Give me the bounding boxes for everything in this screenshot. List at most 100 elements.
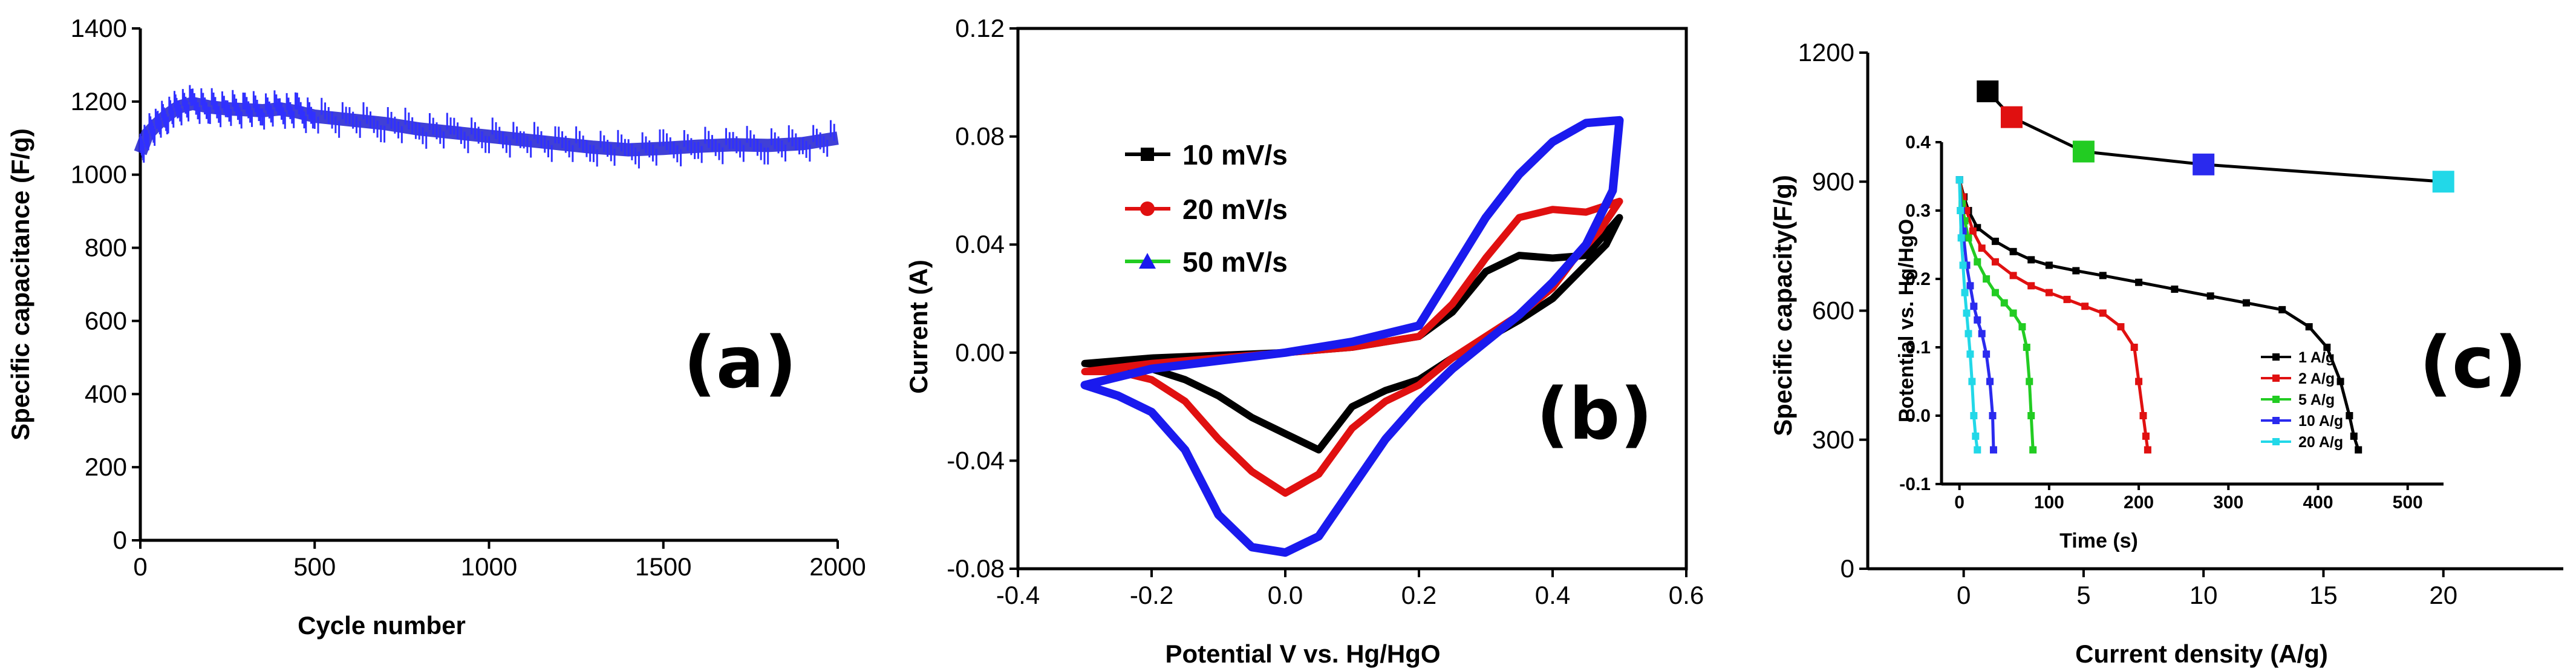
inset-point — [2144, 446, 2151, 454]
inset-point — [1969, 227, 1977, 235]
inset-series-0-line — [1958, 179, 2360, 451]
inset-legend-label: 20 A/g — [2298, 434, 2343, 451]
inset-point — [2000, 299, 2008, 307]
inset-point — [2323, 344, 2331, 351]
panel-a-chart: 0 500 1000 1500 2000 0 200 400 600 800 1000 1200 140… — [6, 14, 866, 640]
inset-legend-label: 1 A/g — [2298, 349, 2335, 366]
panel-b-ylabel: Current (A) — [904, 260, 933, 394]
inset-y-tick-label: 0.2 — [1905, 269, 1931, 289]
inset-point — [2072, 267, 2080, 275]
inset-legend-label: 5 A/g — [2298, 391, 2335, 408]
panel-c-x-tick-label: 20 — [2429, 581, 2457, 609]
panel-c-point — [1977, 80, 1999, 102]
inset-point — [1991, 289, 1999, 296]
inset-point — [2130, 344, 2138, 351]
panel-c-x-tick-label: 10 — [2190, 581, 2218, 609]
panel-a-y-tick-label: 200 — [85, 453, 127, 481]
inset-point — [1978, 244, 1986, 252]
panel-a-noise — [139, 85, 835, 169]
panel-a-x-tick-label: 500 — [293, 552, 336, 581]
panel-b-x-tick-label: 0.0 — [1268, 581, 1303, 609]
inset-point — [1991, 237, 1999, 245]
inset-legend-label: 2 A/g — [2298, 370, 2335, 387]
inset-point — [1955, 176, 1963, 184]
panel-b-x-tick-label: 0.4 — [1535, 581, 1570, 609]
inset-point — [1983, 350, 1991, 358]
inset-point — [2135, 378, 2143, 385]
inset-legend-label: 10 A/g — [2298, 413, 2343, 430]
inset-point — [2355, 446, 2362, 454]
inset-y-tick-label: 0.3 — [1905, 201, 1931, 221]
panel-a-y-tick-label: 400 — [85, 379, 127, 408]
inset-x-tick-label: 300 — [2213, 493, 2243, 512]
legend-marker-50mv — [1139, 253, 1156, 269]
panel-c-inset: 0 100 200 300 400 500 -0.1 0.0 0.1 0.2 0.3 0.4 1 A/g… — [1899, 133, 2444, 512]
inset-point — [1989, 446, 1997, 454]
inset-point — [2242, 299, 2250, 307]
inset-legend-marker — [2272, 353, 2280, 361]
legend-label-10mv: 10 mV/s — [1182, 139, 1288, 171]
panel-b-y-tick-label: -0.04 — [947, 446, 1005, 474]
panel-c-point — [2193, 153, 2215, 175]
panel-a-y-tick-label: 1400 — [71, 14, 127, 42]
panel-c-point — [2072, 140, 2095, 163]
panel-b-x-tick-label: 0.2 — [1401, 581, 1436, 609]
inset-point — [1978, 330, 1986, 338]
inset-point — [1961, 289, 1969, 296]
inset-point — [2336, 378, 2344, 385]
panel-b-x-tick-label: 0.6 — [1669, 581, 1704, 609]
panel-c-label: (c) — [2419, 321, 2527, 404]
legend-label-50mv: 50 mV/s — [1182, 246, 1288, 278]
inset-y-tick-label: 0.4 — [1905, 133, 1931, 152]
inset-point — [2009, 247, 2017, 255]
inset-point — [1970, 412, 1978, 419]
inset-point — [1986, 378, 1994, 385]
panel-a-label: (a) — [683, 321, 797, 404]
inset-y-tick-label: -0.1 — [1899, 474, 1931, 494]
inset-point — [2139, 412, 2147, 419]
inset-point — [1970, 303, 1978, 310]
panel-a-xlabel: Cycle number — [298, 611, 466, 640]
panel-a-y-tick-label: 1000 — [71, 160, 127, 189]
inset-point — [2135, 278, 2143, 286]
panel-c-xlabel: Current density (A/g) — [2075, 640, 2328, 668]
panel-c-series-line — [1986, 90, 2444, 183]
inset-ylabel: Potential vs. Hg/HgO — [1895, 219, 1918, 422]
inset-point — [2045, 289, 2053, 296]
inset-point — [1989, 412, 1997, 419]
inset-point — [2009, 309, 2017, 317]
panel-b-label: (b) — [1536, 372, 1652, 456]
inset-point — [1974, 446, 1981, 454]
legend-marker-10mv — [1141, 148, 1154, 161]
inset-point — [2026, 378, 2033, 385]
panel-a-x-tick-label: 2000 — [809, 552, 866, 581]
panel-b-x-tick-label: -0.2 — [1130, 581, 1173, 609]
inset-x-tick-label: 500 — [2393, 493, 2423, 512]
inset-point — [1959, 261, 1967, 269]
inset-point — [2027, 282, 2035, 290]
inset-point — [2350, 432, 2358, 440]
panel-a-ylabel: Specific capacitance (F/g) — [6, 128, 34, 440]
panel-c-x-tick-label: 5 — [2076, 581, 2090, 609]
inset-point — [1972, 432, 1980, 440]
inset-point — [2278, 306, 2286, 313]
panel-b-y-tick-label: -0.08 — [947, 554, 1005, 583]
inset-point — [1957, 207, 1965, 214]
inset-point — [2305, 323, 2313, 331]
legend-marker-20mv — [1140, 201, 1155, 216]
panel-c-x-tick-label: 15 — [2309, 581, 2338, 609]
inset-point — [1966, 350, 1974, 358]
panel-c-y-tick-label: 900 — [1812, 167, 1854, 195]
inset-series-1-line — [1958, 179, 2150, 450]
panel-b-y-tick-label: 0.08 — [955, 122, 1005, 151]
inset-point — [1991, 258, 1999, 266]
panel-b-y-tick-label: 0.00 — [955, 338, 1005, 367]
panel-a-x-tick-label: 1500 — [635, 552, 691, 581]
inset-point — [2099, 309, 2107, 317]
panel-b-frame — [1016, 27, 1688, 571]
inset-point — [1983, 275, 1991, 283]
panel-a-y-tick-label: 800 — [85, 234, 127, 262]
panel-c-y-tick-label: 1200 — [1798, 38, 1854, 67]
inset-legend-marker — [2272, 375, 2280, 382]
